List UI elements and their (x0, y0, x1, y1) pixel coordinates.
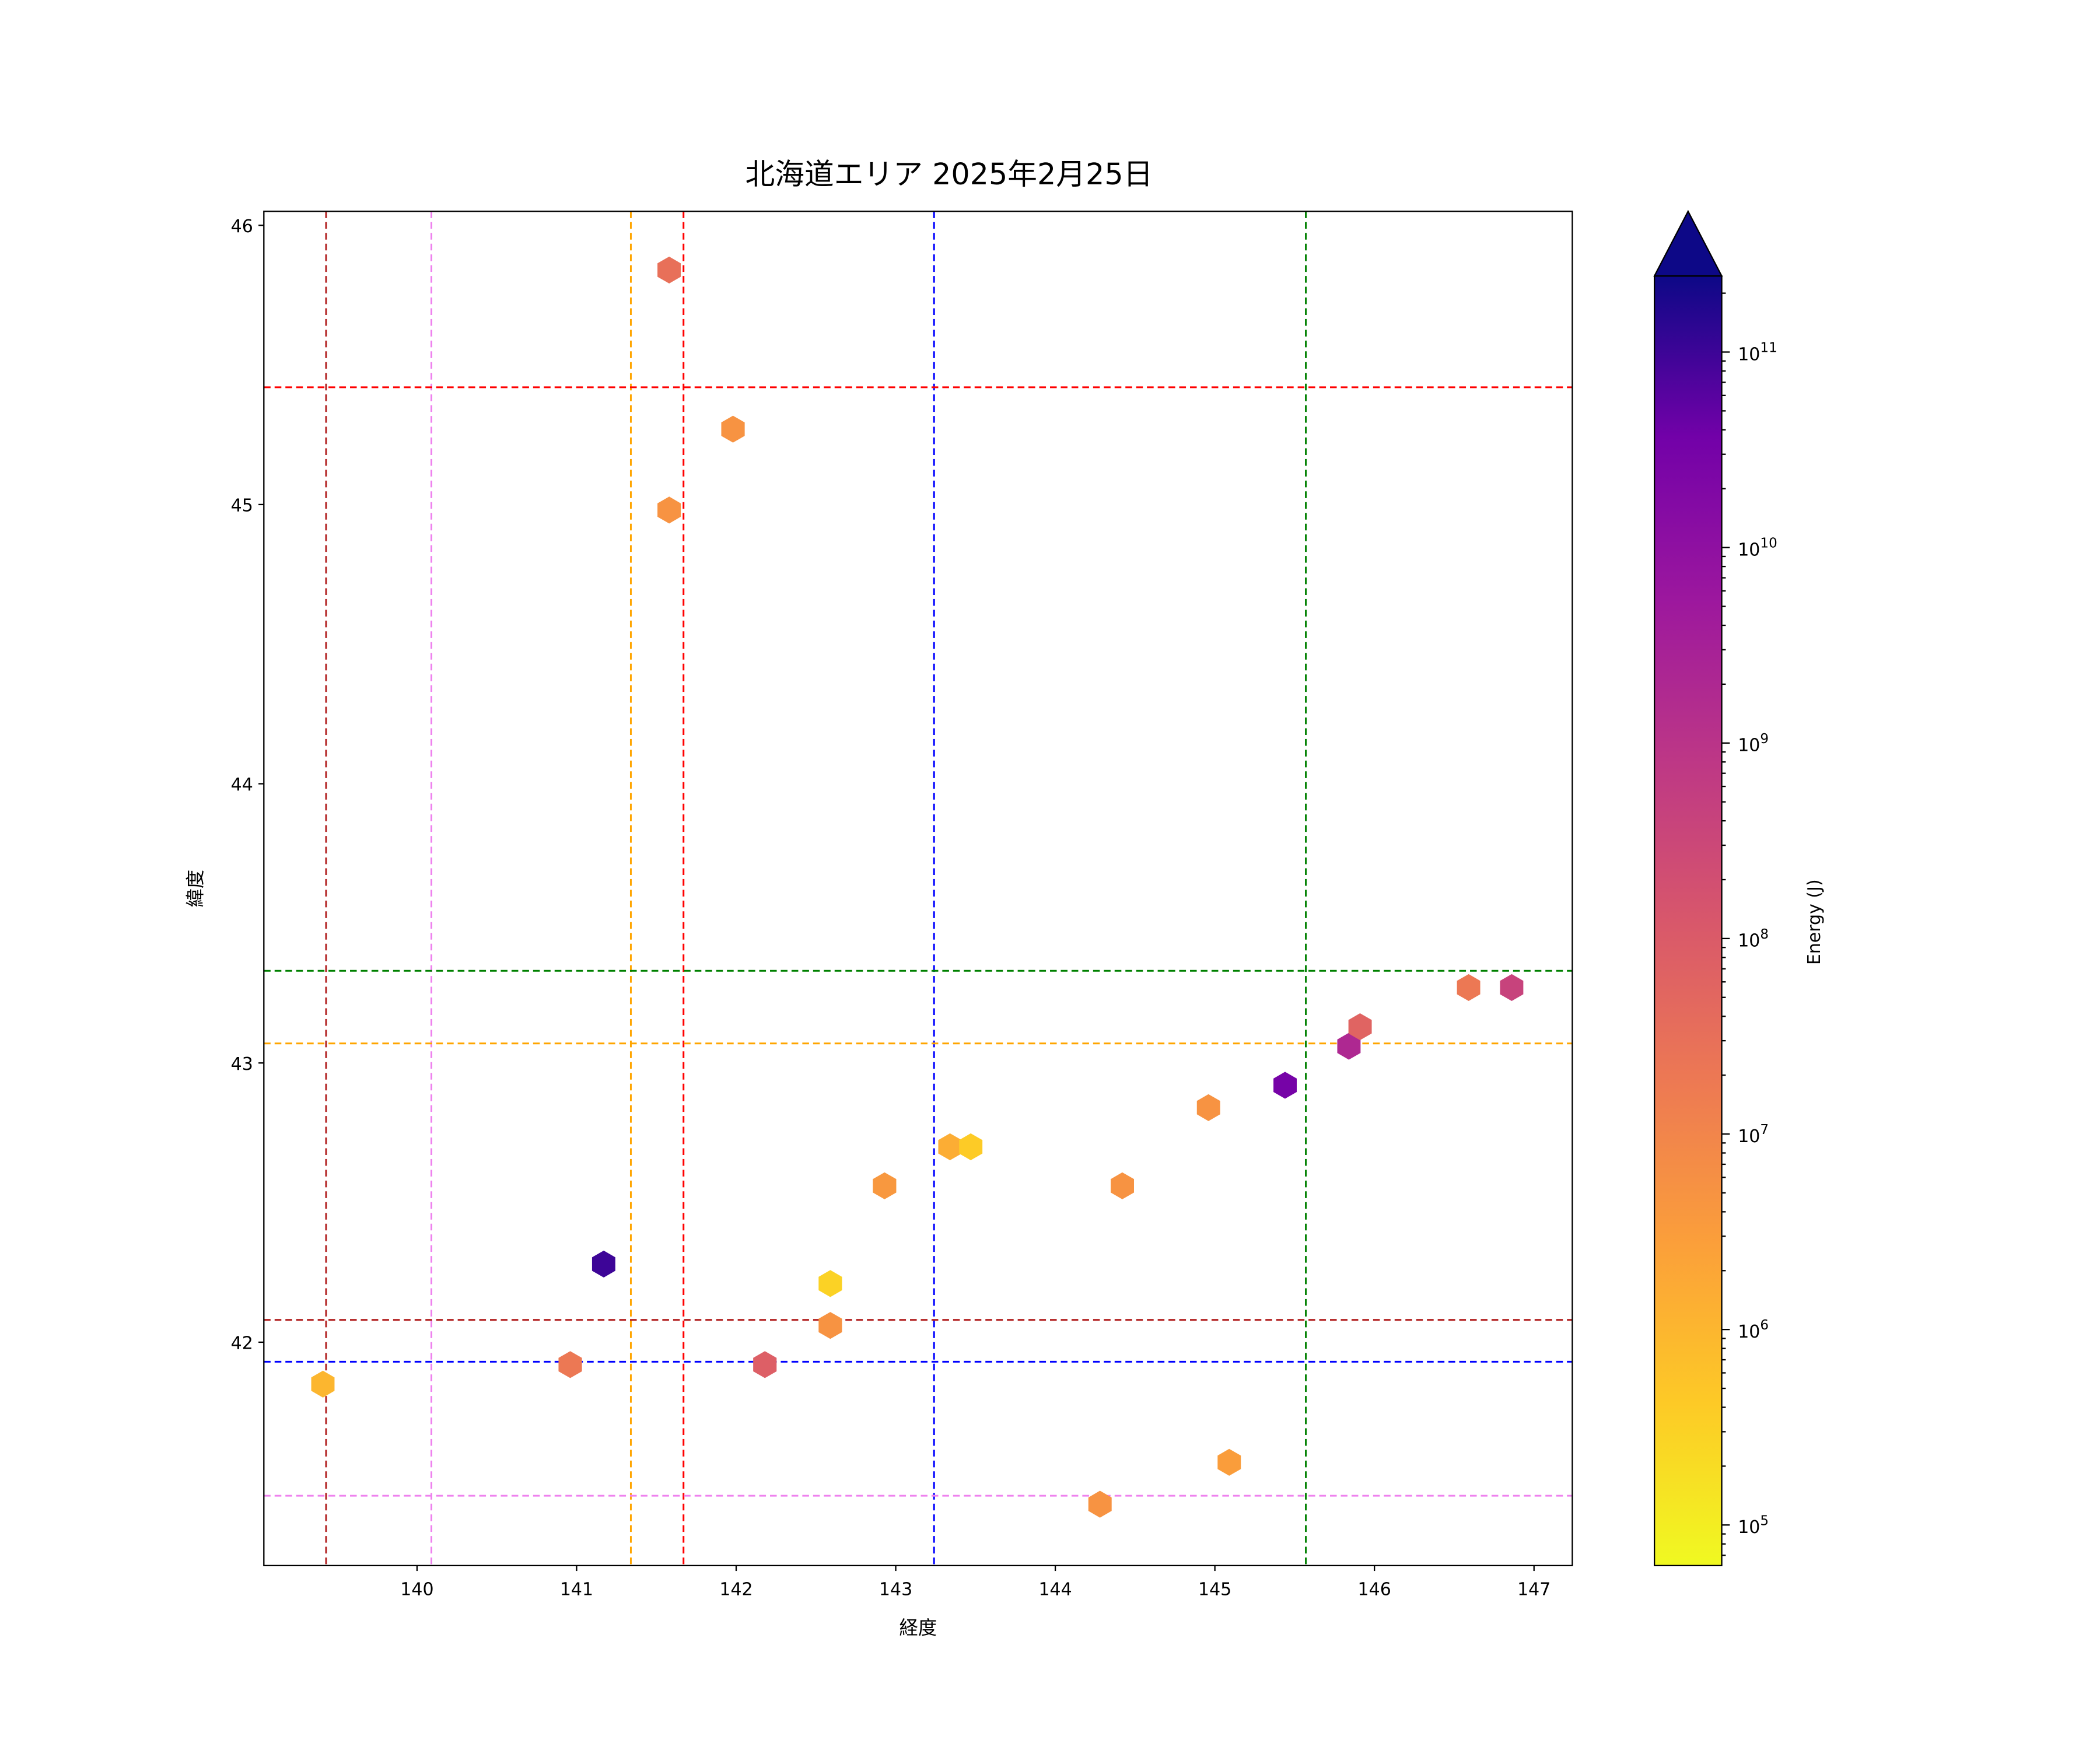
colorbar-tick-label: 109 (1738, 732, 1769, 756)
colorbar-label: Energy (J) (1804, 879, 1825, 965)
x-tick-label: 145 (1198, 1580, 1231, 1600)
x-axis: 140 141 142 143 144 145 146 147 (400, 1565, 1550, 1600)
colorbar-extend-arrow (1653, 209, 1723, 277)
plot-frame (263, 211, 1573, 1566)
data-point (721, 415, 745, 443)
data-point (657, 496, 681, 524)
data-point (959, 1133, 983, 1160)
reference-lines (264, 211, 1573, 1566)
data-point (1500, 974, 1524, 1001)
y-axis: 42 43 44 45 46 (231, 216, 264, 1353)
data-point (818, 1270, 842, 1297)
colorbar-tick-label: 108 (1738, 927, 1769, 951)
data-point (1111, 1172, 1134, 1199)
colorbar-gradient (1654, 275, 1723, 1566)
y-tick-label: 44 (231, 775, 253, 795)
chart-title: 北海道エリア 2025年2月25日 (745, 157, 1153, 191)
x-tick-label: 144 (1038, 1580, 1072, 1600)
data-point (592, 1250, 615, 1278)
colorbar-ticks: 105 106 107 108 109 1010 1011 (1721, 292, 1777, 1556)
data-point (938, 1133, 962, 1160)
x-axis-label: 経度 (900, 1617, 937, 1639)
data-point (753, 1351, 777, 1378)
x-tick-label: 140 (400, 1580, 433, 1600)
colorbar-tick-label: 107 (1738, 1122, 1769, 1147)
x-tick-label: 143 (879, 1580, 912, 1600)
x-tick-label: 146 (1358, 1580, 1391, 1600)
data-point (1196, 1094, 1220, 1121)
colorbar-tick-label: 106 (1738, 1318, 1769, 1342)
data-point (311, 1370, 335, 1398)
x-tick-label: 142 (719, 1580, 752, 1600)
y-tick-label: 43 (231, 1054, 253, 1074)
colorbar-tick-label: 1011 (1738, 340, 1777, 365)
data-point (1273, 1072, 1297, 1099)
data-point (1348, 1013, 1372, 1041)
colorbar-tick-label: 105 (1738, 1513, 1769, 1538)
data-points (311, 256, 1524, 1518)
x-tick-label: 147 (1517, 1580, 1550, 1600)
data-point (873, 1172, 897, 1199)
data-point (558, 1351, 582, 1378)
data-point (1457, 974, 1480, 1001)
data-point (1337, 1032, 1361, 1060)
y-tick-label: 42 (231, 1333, 253, 1353)
data-point (818, 1312, 842, 1339)
y-tick-label: 45 (231, 495, 253, 516)
y-tick-label: 46 (231, 216, 253, 237)
colorbar-tick-label: 1010 (1738, 536, 1777, 561)
colorbar: 105 106 107 108 109 1010 1011 Energy (J) (1653, 209, 1825, 1566)
y-axis-label: 緯度 (184, 870, 206, 908)
data-point (657, 256, 681, 284)
x-tick-label: 141 (560, 1580, 593, 1600)
data-point (1217, 1448, 1241, 1476)
data-point (1088, 1490, 1112, 1518)
